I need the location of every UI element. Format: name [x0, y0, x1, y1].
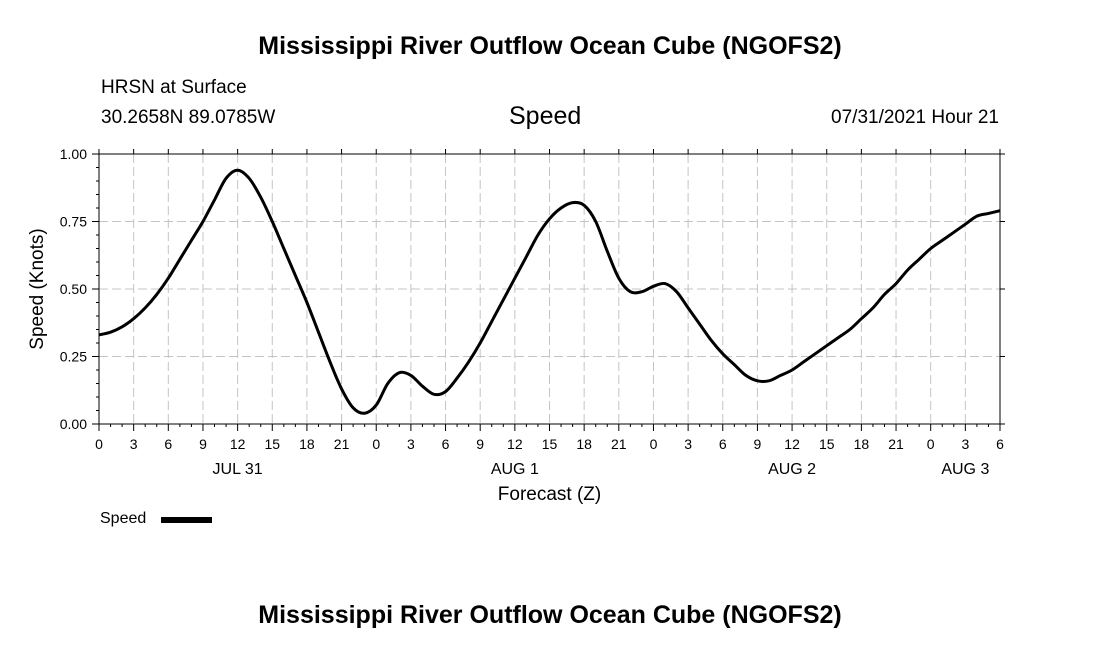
chart-title-bottom: Mississippi River Outflow Ocean Cube (NG…	[258, 601, 842, 629]
chart-title-top: Mississippi River Outflow Ocean Cube (NG…	[258, 32, 842, 60]
x-day-label: AUG 1	[491, 461, 539, 478]
x-tick-label: 3	[407, 436, 415, 452]
x-tick-label: 3	[130, 436, 138, 452]
x-tick-label: 9	[754, 436, 762, 452]
x-tick-label: 12	[784, 436, 800, 452]
x-tick-label: 6	[996, 436, 1004, 452]
x-tick-label: 15	[264, 436, 280, 452]
y-tick-label: 0.75	[60, 214, 87, 230]
forecast-datetime: 07/31/2021 Hour 21	[831, 107, 999, 128]
x-tick-label: 12	[507, 436, 523, 452]
y-tick-label: 0.50	[60, 281, 87, 297]
x-tick-label: 15	[542, 436, 558, 452]
x-tick-label: 6	[442, 436, 450, 452]
x-tick-label: 3	[961, 436, 969, 452]
x-axis-label: Forecast (Z)	[498, 484, 601, 505]
legend-label: Speed	[100, 510, 147, 527]
station-coordinates: 30.2658N 89.0785W	[101, 107, 276, 128]
x-tick-label: 18	[299, 436, 315, 452]
x-tick-label: 21	[334, 436, 350, 452]
x-tick-label: 6	[164, 436, 172, 452]
x-tick-label: 15	[819, 436, 835, 452]
x-day-label: JUL 31	[213, 461, 263, 478]
x-tick-label: 21	[888, 436, 904, 452]
x-tick-label: 18	[854, 436, 870, 452]
x-tick-label: 6	[719, 436, 727, 452]
x-tick-label: 9	[199, 436, 207, 452]
variable-heading: Speed	[509, 102, 582, 130]
x-tick-label: 3	[684, 436, 692, 452]
y-tick-label: 1.00	[60, 146, 87, 162]
x-day-label: AUG 3	[941, 461, 989, 478]
station-label: HRSN at Surface	[101, 77, 247, 98]
x-tick-label: 12	[230, 436, 246, 452]
x-tick-label: 21	[611, 436, 627, 452]
x-tick-label: 9	[476, 436, 484, 452]
y-axis-label: Speed (Knots)	[27, 228, 48, 349]
x-tick-label: 18	[576, 436, 592, 452]
x-tick-label: 0	[650, 436, 658, 452]
x-tick-label: 0	[927, 436, 935, 452]
legend-line-swatch	[161, 517, 212, 523]
x-tick-label: 0	[372, 436, 380, 452]
y-tick-label: 0.25	[60, 349, 87, 365]
x-tick-label: 0	[95, 436, 103, 452]
series-line-speed	[98, 168, 1001, 415]
x-day-label: AUG 2	[768, 461, 816, 478]
y-tick-label: 0.00	[60, 416, 87, 432]
